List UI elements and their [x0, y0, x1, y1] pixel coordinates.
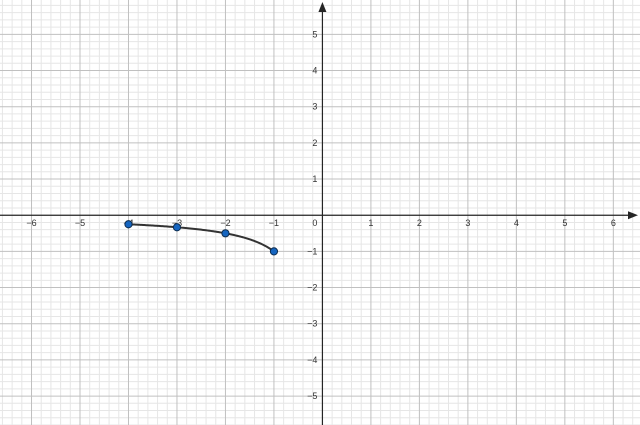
y-tick-label: −4 — [307, 355, 317, 365]
y-tick-label: −3 — [307, 319, 317, 329]
y-tick-label: 2 — [312, 138, 317, 148]
x-tick-label: 3 — [465, 218, 470, 228]
data-point[interactable] — [221, 229, 230, 238]
y-tick-label: −2 — [307, 283, 317, 293]
x-tick-label: −5 — [75, 218, 85, 228]
data-point[interactable] — [269, 247, 279, 256]
y-tick-label: −5 — [307, 391, 317, 401]
y-tick-label: 4 — [312, 66, 317, 76]
x-tick-label: −6 — [26, 218, 36, 228]
x-axis-arrow-icon — [628, 211, 638, 220]
x-tick-label: 4 — [514, 218, 519, 228]
y-tick-label: 5 — [312, 29, 317, 39]
x-tick-label: 1 — [368, 218, 373, 228]
data-point[interactable] — [172, 223, 182, 232]
x-tick-label: 5 — [562, 218, 567, 228]
data-point[interactable] — [124, 220, 133, 229]
x-tick-label: −1 — [269, 218, 279, 228]
function-curve — [128, 223, 275, 253]
y-tick-label: −1 — [307, 246, 317, 256]
y-tick-label: 1 — [312, 174, 317, 184]
x-tick-label: 6 — [611, 218, 616, 228]
x-tick-label: −2 — [220, 218, 230, 228]
origin-label: 0 — [312, 218, 317, 228]
y-tick-label: 3 — [312, 102, 317, 112]
y-axis-arrow-icon — [318, 2, 327, 12]
x-tick-label: 2 — [417, 218, 422, 228]
